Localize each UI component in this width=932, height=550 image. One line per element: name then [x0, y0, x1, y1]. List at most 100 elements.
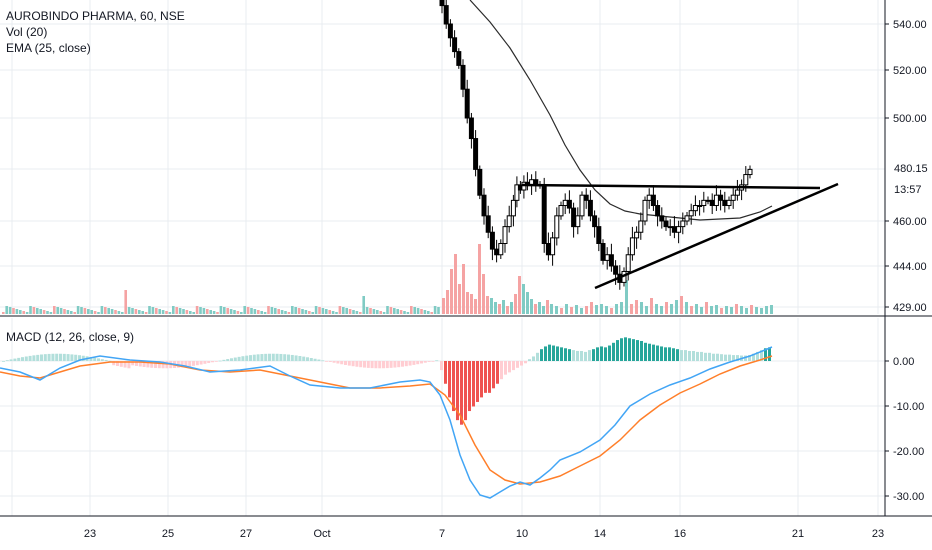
volume-bar — [209, 310, 212, 314]
volume-bar — [32, 307, 36, 314]
histogram-bar — [275, 353, 279, 361]
volume-bar — [565, 304, 568, 314]
volume-bar — [127, 307, 131, 314]
histogram-bar — [17, 357, 21, 361]
volume-bar — [506, 306, 509, 314]
volume-bar — [311, 312, 314, 314]
histogram-bar — [378, 361, 382, 369]
histogram-bar — [440, 361, 443, 371]
histogram-bar — [460, 361, 463, 425]
volume-bar — [690, 306, 693, 314]
volume-bar — [257, 310, 260, 314]
histogram-bar — [157, 361, 161, 369]
histogram-bar — [768, 347, 771, 361]
histogram-bar — [544, 346, 547, 361]
volume-bar — [454, 254, 457, 314]
histogram-bar — [100, 359, 104, 361]
macd-line — [0, 346, 773, 499]
histogram-bar — [431, 361, 435, 362]
histogram-bar — [548, 344, 551, 361]
histogram-bar — [744, 355, 747, 361]
candle-body — [477, 168, 483, 196]
histogram-bar — [363, 361, 366, 368]
histogram-bar — [222, 359, 226, 361]
histogram-bar — [480, 361, 483, 398]
volume-bar — [342, 307, 345, 314]
volume-bar — [104, 307, 107, 314]
volume-bar — [486, 296, 489, 314]
candle-body — [545, 243, 551, 256]
volume-bar — [372, 309, 376, 314]
histogram-bar — [668, 347, 671, 361]
histogram-bar — [283, 354, 287, 361]
volume-bar — [121, 312, 124, 314]
volume-bar — [403, 311, 406, 314]
histogram-bar — [389, 361, 393, 368]
histogram-bar — [704, 352, 707, 361]
volume-bar — [141, 311, 144, 314]
ema-line — [469, 0, 773, 221]
volume-bar — [80, 307, 83, 314]
volume-bar — [131, 308, 134, 314]
trendlines[interactable] — [521, 182, 839, 290]
volume-bar — [490, 298, 493, 314]
volume-bar — [655, 304, 658, 314]
volume-bar — [331, 311, 335, 314]
volume-bar — [29, 306, 32, 314]
x-tick-label: 23 — [872, 528, 884, 540]
support-trendline — [594, 182, 839, 290]
volume-bar — [730, 307, 733, 314]
volume-bar — [246, 307, 250, 314]
histogram-bar — [600, 346, 603, 361]
histogram-bar — [249, 355, 252, 361]
histogram-bar — [112, 361, 116, 366]
volume-bar — [19, 310, 22, 314]
volume-bar — [538, 302, 541, 314]
histogram-bar — [374, 361, 378, 369]
histogram-bar — [233, 357, 237, 361]
histogram-bar — [728, 354, 731, 361]
volume-bar — [49, 312, 53, 314]
volume-bar — [740, 306, 743, 314]
volume-bar — [151, 307, 155, 314]
candle-body — [558, 205, 564, 217]
candle-body — [452, 37, 458, 53]
histogram-bar — [161, 361, 165, 369]
symbol-title[interactable]: AUROBINDO PHARMA, 60, NSE — [6, 9, 185, 23]
volume-bar — [720, 308, 723, 314]
volume-bar — [53, 306, 56, 314]
ema-legend[interactable]: EMA (25, close) — [6, 41, 91, 55]
volume-bar — [260, 311, 263, 314]
histogram-bar — [416, 361, 420, 365]
histogram-bar — [226, 359, 230, 361]
candle-body — [562, 199, 568, 207]
volume-bar — [458, 284, 461, 314]
macd-legend[interactable]: MACD (12, 26, close, 9) — [6, 330, 135, 344]
volume-bar — [56, 307, 59, 314]
histogram-bar — [328, 361, 332, 362]
volume-bar — [325, 309, 328, 314]
candle-body — [604, 254, 610, 261]
histogram-bar — [252, 354, 256, 361]
histogram-bar — [764, 348, 767, 361]
volume-bar — [39, 309, 42, 314]
volume-bar — [590, 302, 593, 314]
volume-bar — [389, 307, 393, 314]
candle-body — [498, 243, 504, 256]
volume-bar — [365, 307, 369, 314]
histogram-bar — [382, 361, 385, 369]
histogram-bar — [97, 358, 100, 361]
volume-bar — [534, 304, 537, 314]
histogram-bar — [484, 361, 487, 393]
volume-bar — [168, 312, 172, 314]
volume-bar — [236, 311, 240, 314]
volume-bar — [328, 310, 331, 314]
candle-body — [566, 199, 572, 209]
candle-body — [550, 237, 556, 256]
volume-bar — [178, 308, 182, 314]
vol-legend[interactable]: Vol (20) — [6, 25, 48, 39]
volume-bar — [148, 306, 151, 314]
candle-body — [485, 215, 491, 233]
histogram-bar — [427, 361, 431, 362]
